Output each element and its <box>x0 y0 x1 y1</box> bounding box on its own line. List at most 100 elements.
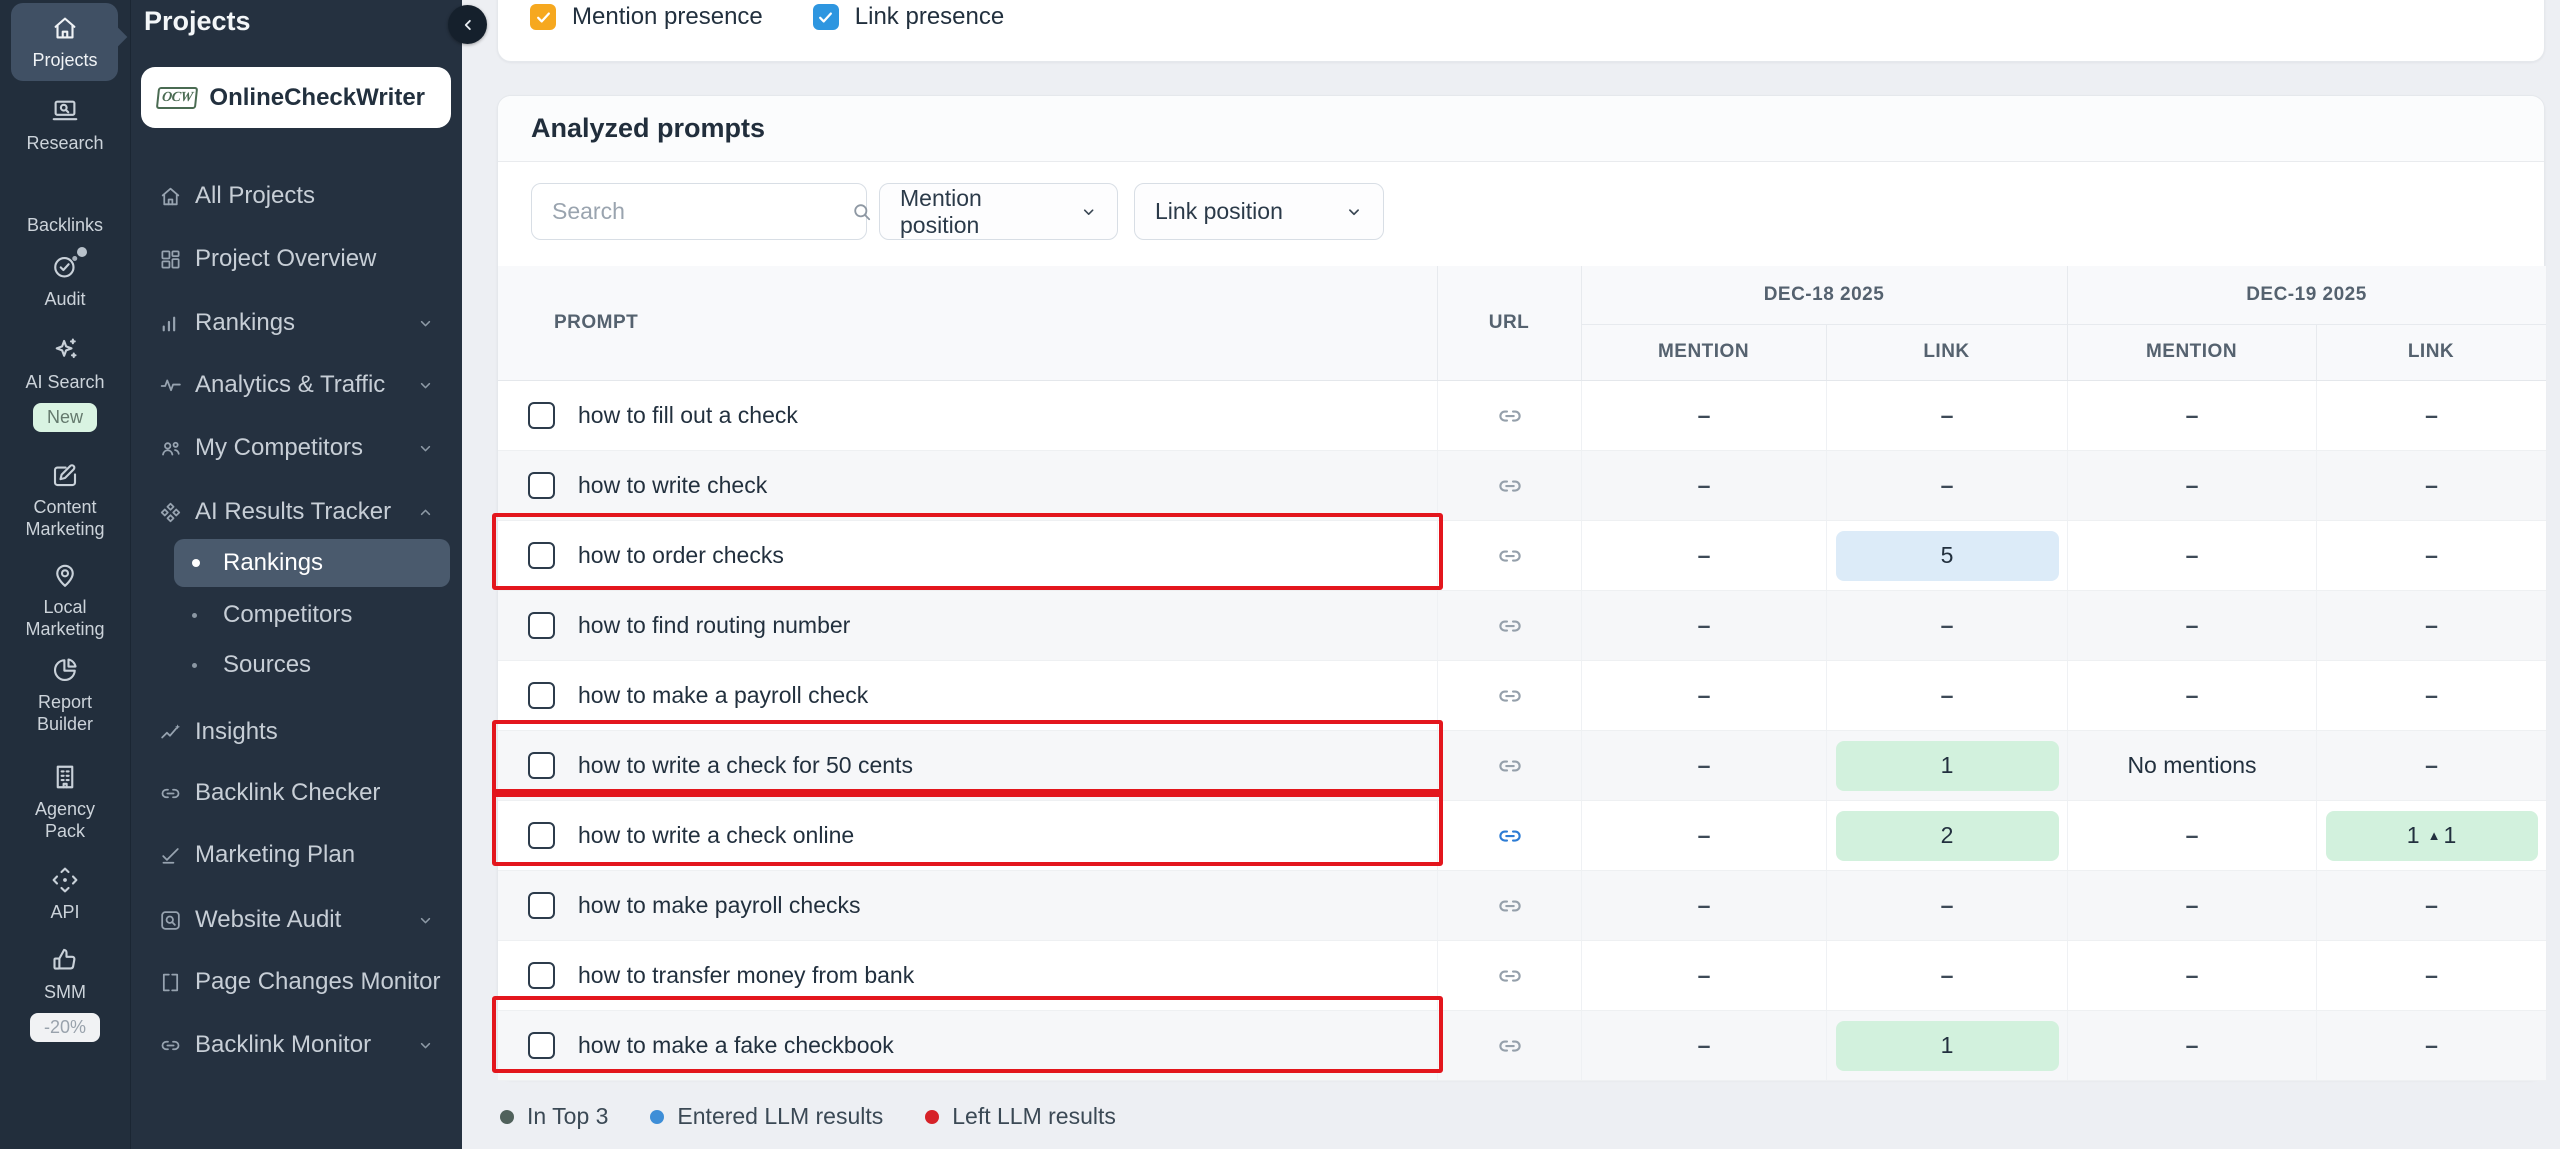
rail-item-backlinks[interactable]: Backlinks <box>0 214 130 236</box>
chevron-down-icon <box>417 377 434 394</box>
projects-icon <box>50 13 80 43</box>
row-checkbox[interactable] <box>528 892 555 919</box>
panel-header: Analyzed prompts <box>498 96 2544 162</box>
row-checkbox[interactable] <box>528 752 555 779</box>
sidebar-item-my-competitors[interactable]: My Competitors <box>131 424 462 472</box>
sidebar-item-label: Project Overview <box>195 245 377 272</box>
row-checkbox[interactable] <box>528 542 555 569</box>
row-checkbox[interactable] <box>528 822 555 849</box>
rail-item-label: Research <box>26 133 104 153</box>
link-cell: 1 ▲ 1 <box>2316 801 2546 870</box>
value-badge[interactable]: 5 <box>1835 530 2059 581</box>
url-link-icon[interactable] <box>1495 541 1525 571</box>
legend: In Top 3 Entered LLM results Left LLM resu… <box>500 1103 1116 1130</box>
rail-item-label: API <box>50 902 80 922</box>
bullet-dot-icon <box>192 612 197 618</box>
empty-value: – <box>2425 752 2438 778</box>
rail-item-label: Content Marketing <box>25 497 105 539</box>
sidebar-item-marketing-plan[interactable]: Marketing Plan <box>131 831 462 879</box>
presence-filter-card: Mention presence Link presence <box>497 0 2545 62</box>
rail-item-local-marketing[interactable]: Local Marketing <box>0 560 130 640</box>
link-cell: – <box>2316 521 2546 590</box>
rail-item-ai-search[interactable]: AI Search New <box>0 335 130 432</box>
my-competitors-icon <box>158 436 183 461</box>
rail-item-agency-pack[interactable]: Agency Pack <box>0 762 130 842</box>
link-position-dropdown[interactable]: Link position <box>1134 183 1384 240</box>
sidebar-item-label: Backlink Monitor <box>195 1031 372 1058</box>
sidebar-item-label: Competitors <box>223 601 353 628</box>
url-link-icon[interactable] <box>1495 401 1525 431</box>
empty-value: – <box>1940 472 1954 498</box>
sidebar-item-insights[interactable]: Insights <box>131 708 462 756</box>
link-cell: – <box>2316 1011 2546 1080</box>
project-selector[interactable]: OCW OnlineCheckWriter <box>141 67 451 128</box>
value-badge[interactable]: 1 ▲ 1 <box>2325 810 2538 861</box>
row-checkbox[interactable] <box>528 402 555 429</box>
mention-presence-toggle[interactable]: Mention presence <box>530 3 763 31</box>
value-badge[interactable]: 2 <box>1835 810 2059 861</box>
rail-item-research[interactable]: Research <box>0 96 130 154</box>
sidebar-item-label: Rankings <box>223 549 324 576</box>
mention-cell: – <box>2067 521 2316 590</box>
rail-item-label: Agency Pack <box>34 799 96 841</box>
rail-item-content-marketing[interactable]: Content Marketing <box>0 460 130 540</box>
sidebar-item-sources[interactable]: Sources <box>131 641 462 689</box>
url-link-icon[interactable] <box>1495 611 1525 641</box>
legend-label: In Top 3 <box>527 1103 609 1129</box>
agency-pack-icon <box>50 762 80 792</box>
url-link-icon[interactable] <box>1495 1031 1525 1061</box>
mention-position-dropdown[interactable]: Mention position <box>879 183 1118 240</box>
sidebar-item-competitors[interactable]: Competitors <box>131 591 462 639</box>
report-builder-icon <box>50 655 80 685</box>
sidebar-item-analytics-traffic[interactable]: Analytics & Traffic <box>131 361 462 409</box>
project-sidebar: Projects OCW OnlineCheckWriter All Proje… <box>131 0 462 1149</box>
rail-item-smm[interactable]: SMM -20% <box>0 945 130 1042</box>
value-badge[interactable]: 1 <box>1835 1020 2059 1071</box>
sidebar-item-all-projects[interactable]: All Projects <box>131 172 462 220</box>
rail-item-label: AI Search <box>25 372 105 392</box>
mention-presence-checkbox[interactable] <box>530 4 556 30</box>
sidebar-item-ai-results-tracker[interactable]: AI Results Tracker <box>131 488 462 536</box>
rail-item-label: Backlinks <box>26 215 104 235</box>
row-checkbox[interactable] <box>528 472 555 499</box>
link-presence-toggle[interactable]: Link presence <box>812 3 1004 31</box>
collapse-sidebar-button[interactable] <box>448 5 487 44</box>
link-cell: 1 <box>1826 731 2067 800</box>
url-link-icon[interactable] <box>1495 891 1525 921</box>
empty-value: – <box>1697 472 1711 498</box>
link-subheader: LINK <box>2407 341 2455 362</box>
url-link-icon[interactable] <box>1495 961 1525 991</box>
sidebar-item-website-audit[interactable]: Website Audit <box>131 896 462 944</box>
sidebar-item-backlink-monitor[interactable]: Backlink Monitor <box>131 1021 462 1069</box>
sidebar-item-rankings[interactable]: Rankings <box>131 299 462 347</box>
row-checkbox[interactable] <box>528 962 555 989</box>
search-input[interactable] <box>550 197 850 226</box>
table-header: PROMPT URL DEC-18 2025 DEC-19 2025 MENTI… <box>498 266 2546 381</box>
rail-badge: New <box>32 403 97 432</box>
sidebar-item-backlink-checker[interactable]: Backlink Checker <box>131 769 462 817</box>
row-checkbox[interactable] <box>528 682 555 709</box>
row-checkbox[interactable] <box>528 612 555 639</box>
rail-item-audit[interactable]: Audit <box>0 247 130 310</box>
rail-item-api[interactable]: API <box>0 865 130 923</box>
sidebar-item-project-overview[interactable]: Project Overview <box>131 235 462 283</box>
row-checkbox[interactable] <box>528 1032 555 1059</box>
legend-item-entered-llm-results: Entered LLM results <box>650 1103 883 1130</box>
url-link-icon[interactable] <box>1495 471 1525 501</box>
sidebar-item-page-changes-monitor[interactable]: Page Changes Monitor <box>131 958 462 1006</box>
search-box[interactable] <box>531 183 871 240</box>
url-link-icon[interactable] <box>1495 681 1525 711</box>
legend-dot-icon <box>925 1109 940 1124</box>
value-badge[interactable]: 1 <box>1835 740 2059 791</box>
prompt-column-header: PROMPT <box>554 312 639 333</box>
empty-value: – <box>2185 822 2199 848</box>
sidebar-item-rankings[interactable]: Rankings <box>174 539 450 587</box>
rail-item-report-builder[interactable]: Report Builder <box>0 655 130 735</box>
url-link-icon[interactable] <box>1495 751 1525 781</box>
url-link-icon[interactable] <box>1495 821 1525 851</box>
link-subheader: LINK <box>1923 341 1970 362</box>
rail-item-projects[interactable]: Projects <box>0 3 130 81</box>
link-presence-checkbox[interactable] <box>812 4 839 30</box>
link-cell: – <box>1826 941 2067 1010</box>
sidebar-item-label: All Projects <box>195 182 316 209</box>
